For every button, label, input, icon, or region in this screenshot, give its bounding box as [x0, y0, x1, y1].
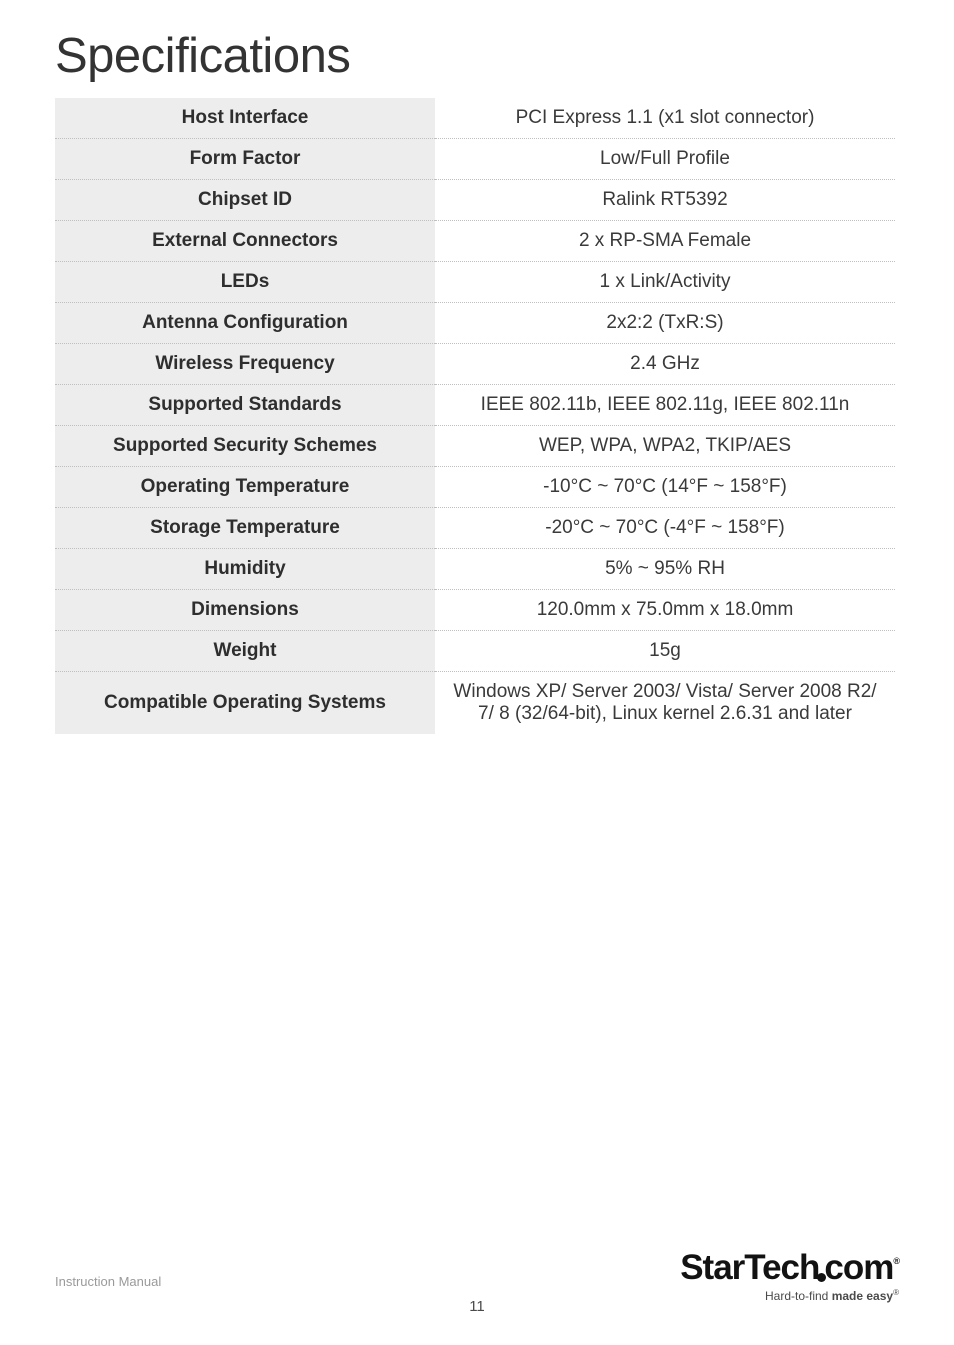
spec-val: -10°C ~ 70°C (14°F ~ 158°F)	[435, 467, 895, 508]
spec-key: Supported Security Schemes	[55, 426, 435, 467]
spec-val: -20°C ~ 70°C (-4°F ~ 158°F)	[435, 508, 895, 549]
table-row: Humidity5% ~ 95% RH	[55, 549, 895, 590]
table-row: Form FactorLow/Full Profile	[55, 139, 895, 180]
spec-key: Host Interface	[55, 98, 435, 139]
startech-logo: StarTechcom® Hard-to-find made easy®	[680, 1250, 899, 1303]
table-row: Host InterfacePCI Express 1.1 (x1 slot c…	[55, 98, 895, 139]
spec-val: WEP, WPA, WPA2, TKIP/AES	[435, 426, 895, 467]
spec-key: Compatible Operating Systems	[55, 672, 435, 735]
spec-key: Dimensions	[55, 590, 435, 631]
table-row: Supported StandardsIEEE 802.11b, IEEE 80…	[55, 385, 895, 426]
spec-key: LEDs	[55, 262, 435, 303]
table-row: Supported Security SchemesWEP, WPA, WPA2…	[55, 426, 895, 467]
spec-key: Antenna Configuration	[55, 303, 435, 344]
table-row: Chipset IDRalink RT5392	[55, 180, 895, 221]
table-row: Wireless Frequency2.4 GHz	[55, 344, 895, 385]
spec-key: Operating Temperature	[55, 467, 435, 508]
spec-key: Humidity	[55, 549, 435, 590]
spec-key: Form Factor	[55, 139, 435, 180]
table-row: LEDs1 x Link/Activity	[55, 262, 895, 303]
spec-val: 2.4 GHz	[435, 344, 895, 385]
spec-val: Low/Full Profile	[435, 139, 895, 180]
table-row: Dimensions120.0mm x 75.0mm x 18.0mm	[55, 590, 895, 631]
registered-icon: ®	[893, 1256, 899, 1266]
logo-text: StarTechcom®	[680, 1250, 899, 1285]
spec-key: Chipset ID	[55, 180, 435, 221]
logo-suffix: com	[824, 1248, 893, 1287]
spec-key: Supported Standards	[55, 385, 435, 426]
spec-val: 15g	[435, 631, 895, 672]
table-row: Weight15g	[55, 631, 895, 672]
table-row: Compatible Operating SystemsWindows XP/ …	[55, 672, 895, 735]
spec-key: Wireless Frequency	[55, 344, 435, 385]
spec-val: 120.0mm x 75.0mm x 18.0mm	[435, 590, 895, 631]
footer-instruction-manual: Instruction Manual	[55, 1274, 161, 1289]
table-row: External Connectors2 x RP-SMA Female	[55, 221, 895, 262]
spec-table-body: Host InterfacePCI Express 1.1 (x1 slot c…	[55, 98, 895, 734]
table-row: Operating Temperature-10°C ~ 70°C (14°F …	[55, 467, 895, 508]
spec-key: Storage Temperature	[55, 508, 435, 549]
spec-key: Weight	[55, 631, 435, 672]
registered-icon: ®	[893, 1288, 899, 1297]
spec-val: PCI Express 1.1 (x1 slot connector)	[435, 98, 895, 139]
specifications-table: Host InterfacePCI Express 1.1 (x1 slot c…	[55, 98, 895, 734]
spec-val: 5% ~ 95% RH	[435, 549, 895, 590]
spec-val: 1 x Link/Activity	[435, 262, 895, 303]
table-row: Antenna Configuration2x2:2 (TxR:S)	[55, 303, 895, 344]
logo-tagline: Hard-to-find made easy®	[680, 1288, 899, 1303]
spec-key: External Connectors	[55, 221, 435, 262]
tagline-bold: made easy	[832, 1289, 893, 1303]
table-row: Storage Temperature-20°C ~ 70°C (-4°F ~ …	[55, 508, 895, 549]
tagline-prefix: Hard-to-find	[765, 1289, 832, 1303]
spec-val: 2x2:2 (TxR:S)	[435, 303, 895, 344]
spec-val: Windows XP/ Server 2003/ Vista/ Server 2…	[435, 672, 895, 735]
spec-val: Ralink RT5392	[435, 180, 895, 221]
page-title: Specifications	[0, 0, 954, 98]
spec-val: 2 x RP-SMA Female	[435, 221, 895, 262]
logo-brand: StarTech	[680, 1248, 819, 1287]
spec-val: IEEE 802.11b, IEEE 802.11g, IEEE 802.11n	[435, 385, 895, 426]
